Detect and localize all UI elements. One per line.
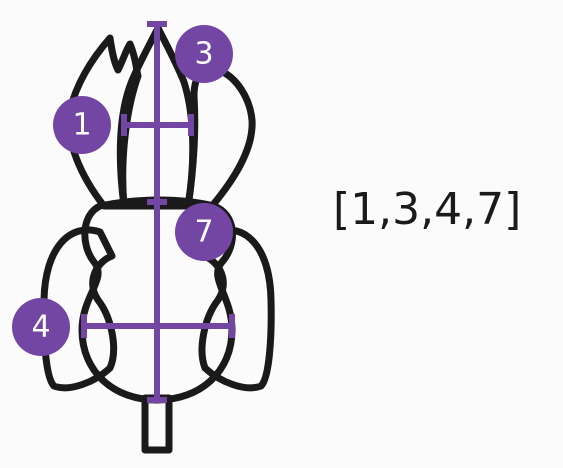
marker-badge: 1: [53, 96, 111, 154]
marker-circle: [53, 96, 111, 154]
right-standard-petal: [184, 65, 256, 210]
marker-badge: 7: [175, 203, 233, 261]
right-fall-petal: [198, 226, 275, 392]
marker-circle: [175, 25, 233, 83]
marker-circle: [175, 203, 233, 261]
marker-label: 4: [31, 310, 50, 345]
left-fall-petal: [40, 226, 118, 392]
answer-label: [1,3,4,7]: [333, 184, 522, 235]
marker-badge: 4: [12, 298, 70, 356]
flower-stem: [141, 394, 173, 454]
marker-circle: [12, 298, 70, 356]
marker-label: 7: [194, 215, 213, 250]
marker-label: 1: [72, 108, 91, 143]
measurement-lines: [81, 21, 235, 403]
marker-badge: 3: [175, 25, 233, 83]
marker-label: 3: [194, 37, 213, 72]
